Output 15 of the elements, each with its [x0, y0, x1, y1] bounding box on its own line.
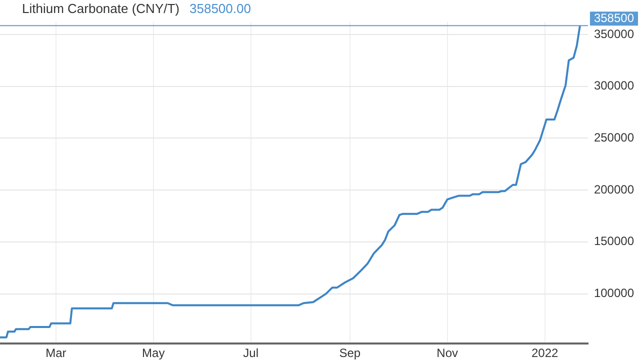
y-tick-label: 350000 — [594, 26, 634, 41]
y-tick-label: 100000 — [594, 286, 634, 300]
chart-title: Lithium Carbonate (CNY/T) — [22, 1, 180, 16]
y-tick-label: 200000 — [594, 182, 634, 196]
x-tick-label: Nov — [436, 346, 458, 360]
y-tick-label: 250000 — [594, 130, 634, 145]
x-tick-label: May — [142, 346, 165, 360]
y-tick-label: 150000 — [594, 234, 634, 248]
x-tick-label: Mar — [46, 346, 66, 360]
y-tick-label: 300000 — [594, 78, 634, 93]
x-tick-label: Jul — [243, 346, 259, 360]
x-tick-label: 2022 — [531, 346, 558, 360]
ref-line-label: 358500 — [594, 10, 634, 25]
chart-subtitle: 358500.00 — [190, 1, 251, 16]
x-tick-label: Sep — [339, 346, 361, 360]
